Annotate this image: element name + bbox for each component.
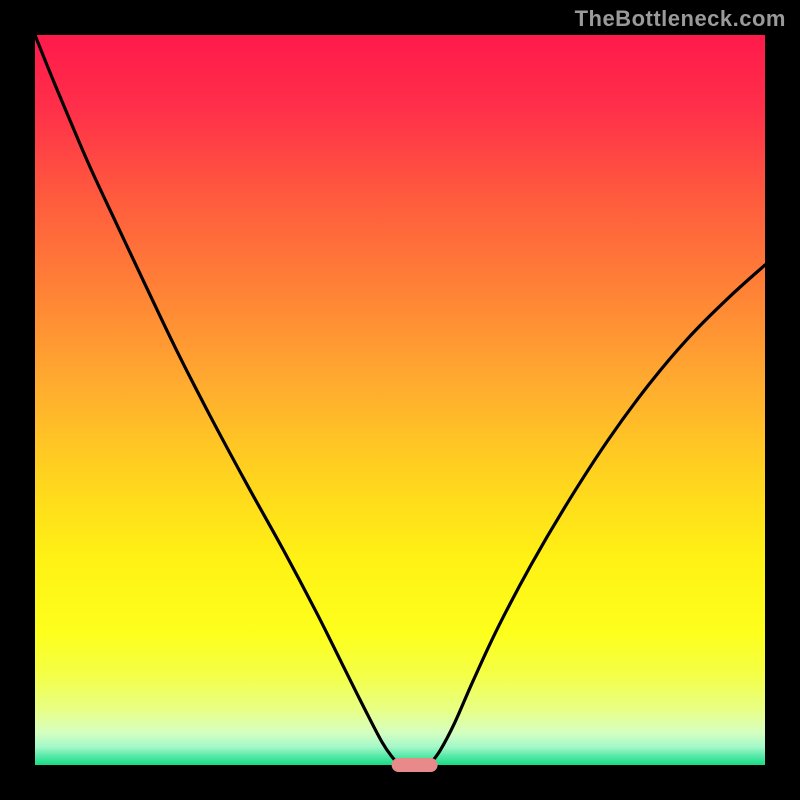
plot-background [35, 35, 765, 765]
bottleneck-curve-chart [0, 0, 800, 800]
minimum-marker [392, 758, 438, 772]
watermark-text: TheBottleneck.com [575, 6, 786, 32]
chart-container: { "watermark": { "text": "TheBottleneck.… [0, 0, 800, 800]
